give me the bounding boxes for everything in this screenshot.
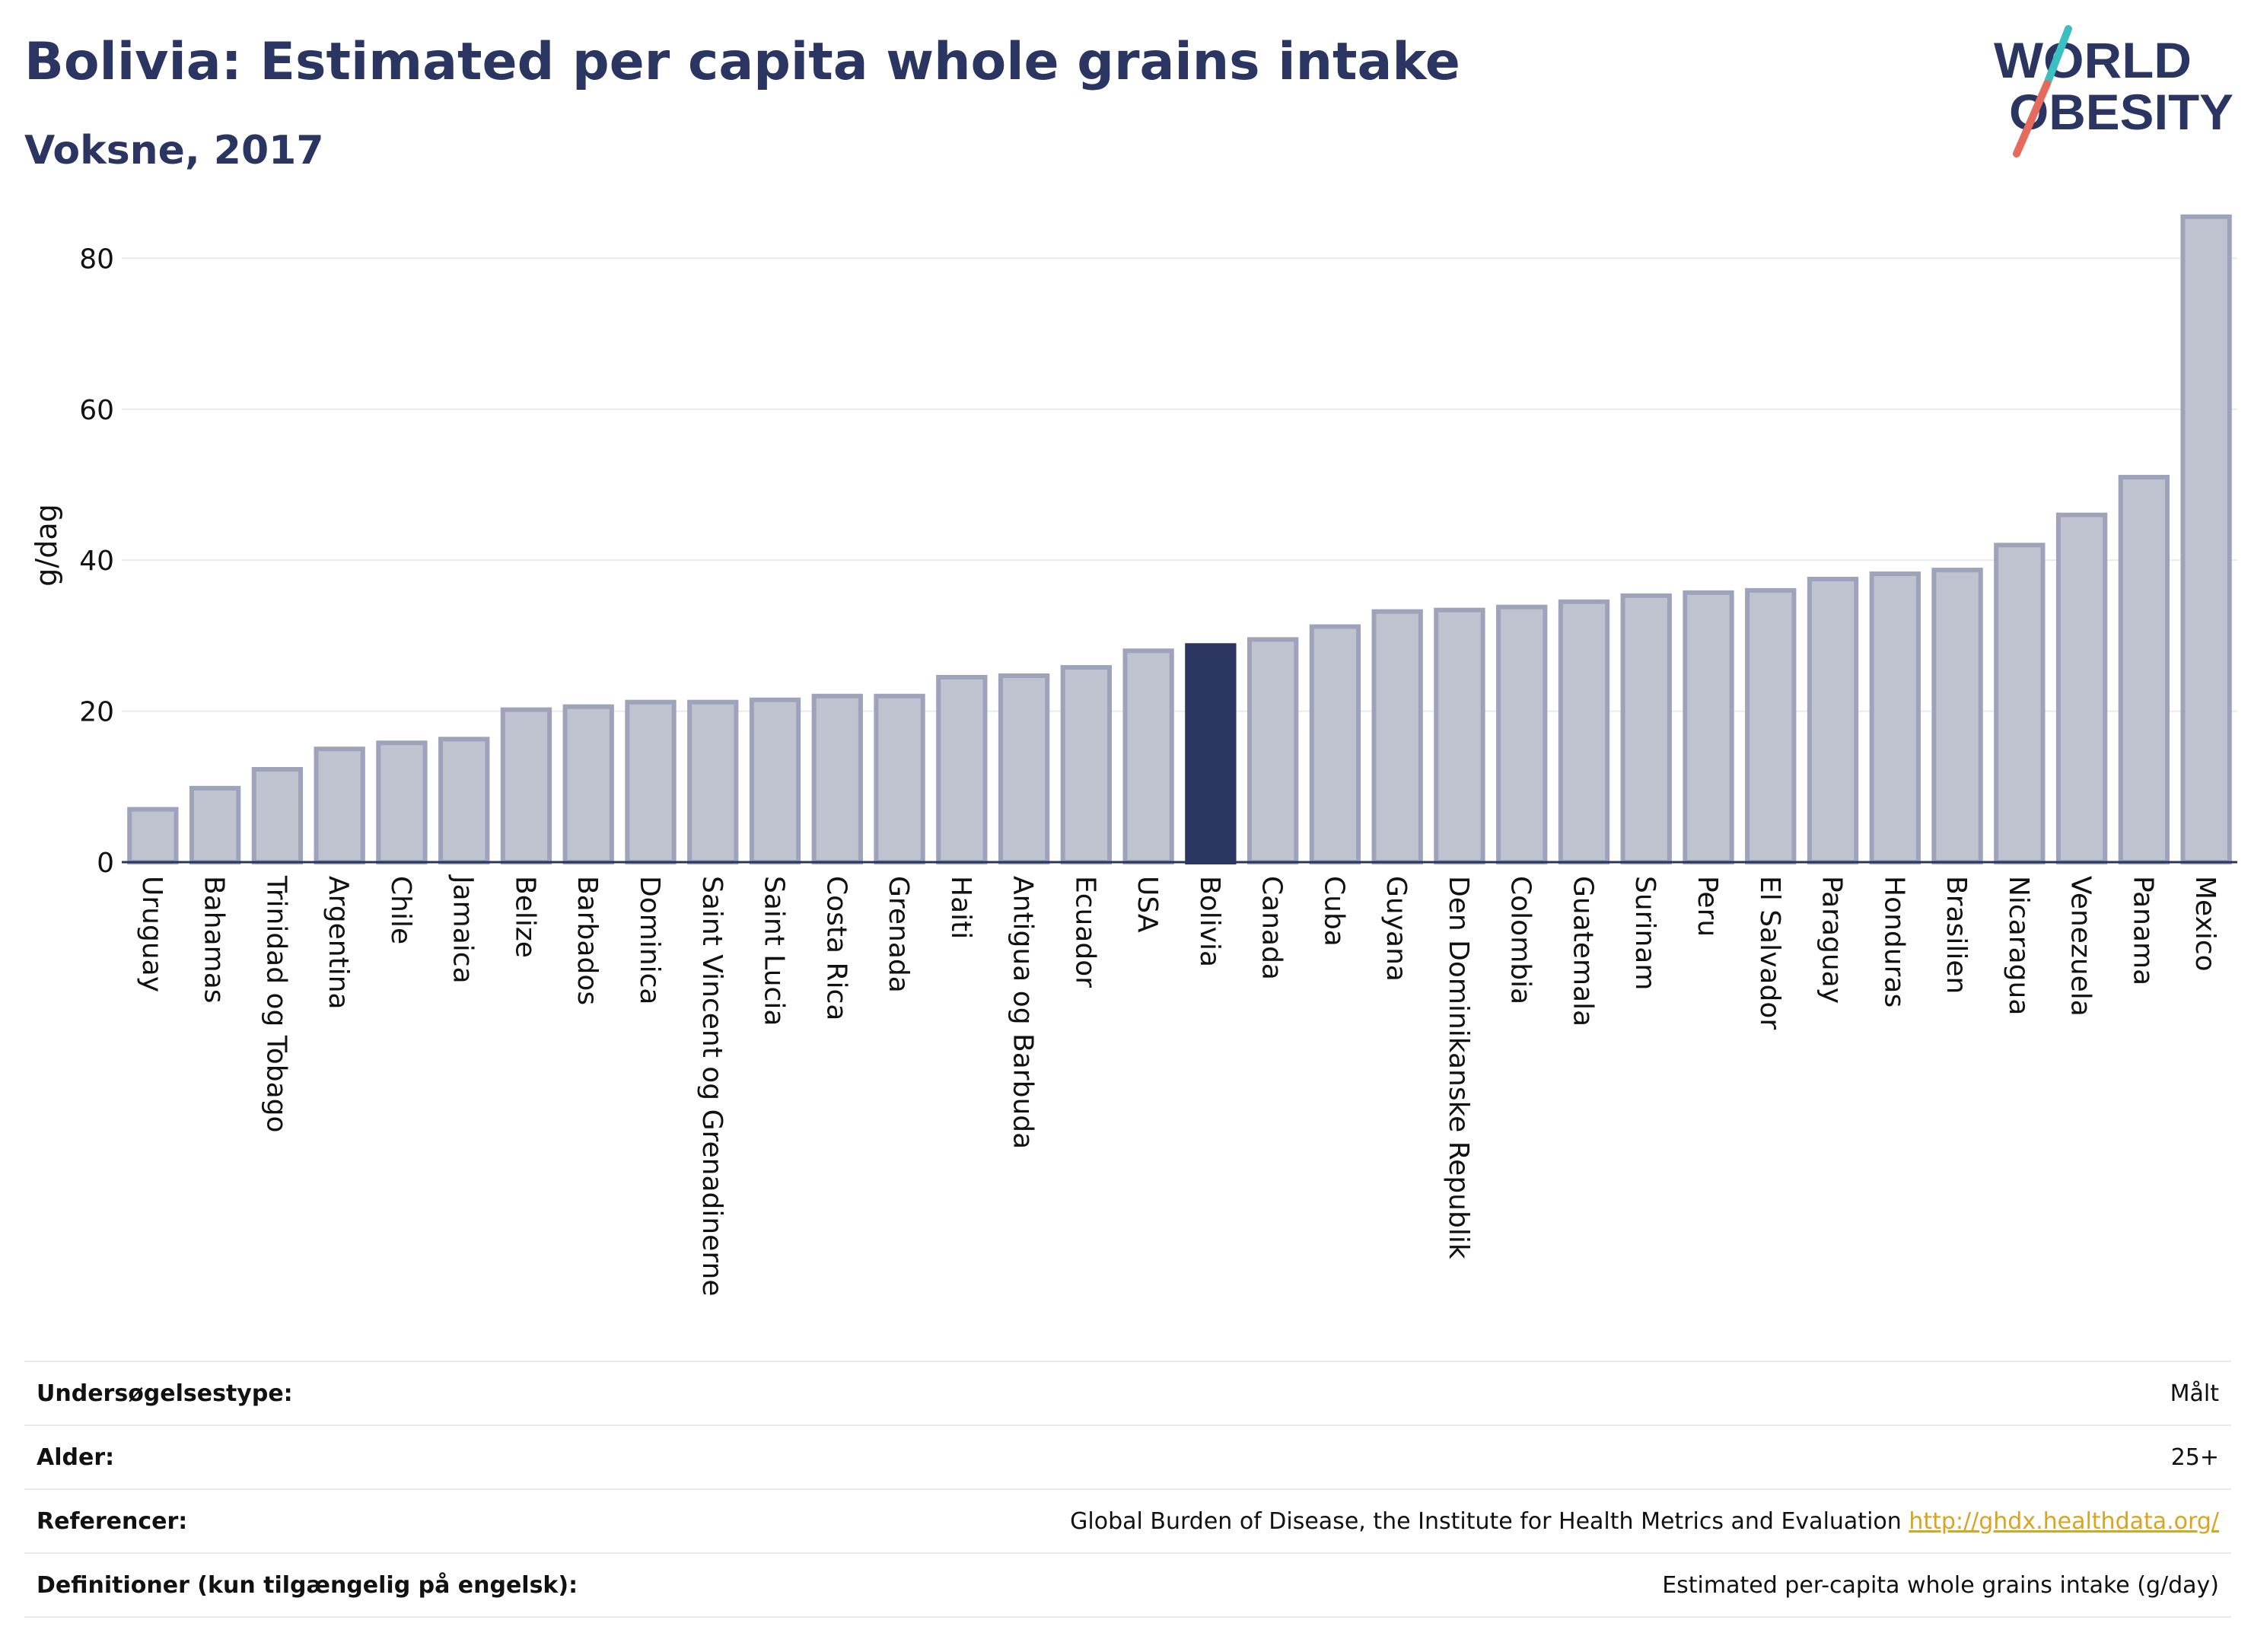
y-tick-label: 20 <box>79 697 114 728</box>
logo-text-world: WORLD <box>1994 32 2192 88</box>
page-subtitle: Voksne, 2017 <box>24 128 324 173</box>
metadata-value: Estimated per-capita whole grains intake… <box>1662 1571 2219 1599</box>
x-tick-label: Honduras <box>1878 876 1909 1007</box>
bar-saint-lucia <box>749 697 801 864</box>
logo-slash-top <box>2043 25 2072 88</box>
x-tick-label: USA <box>1132 876 1163 933</box>
y-axis-label: g/dag <box>30 504 63 586</box>
bar-dominica <box>625 699 677 864</box>
bar-honduras <box>1869 571 1921 864</box>
metadata-row: Definitioner (kun tilgængelig på engelsk… <box>24 1554 2231 1618</box>
bar-canada <box>1246 637 1299 865</box>
bar-guatemala <box>1558 599 1610 864</box>
x-tick-label: Ecuador <box>1069 876 1100 988</box>
bar-cuba <box>1309 624 1361 864</box>
x-tick-label: Barbados <box>572 876 603 1005</box>
metadata-key: Alder: <box>37 1444 115 1471</box>
x-tick-label: Costa Rica <box>820 876 852 1020</box>
x-tick-label: Surinam <box>1629 876 1660 990</box>
x-tick-label: Belize <box>509 876 540 958</box>
x-tick-label: Saint Lucia <box>759 876 790 1026</box>
x-tick-label: Chile <box>385 876 416 944</box>
bar-peru <box>1683 590 1734 864</box>
x-tick-label: Bolivia <box>1194 876 1225 967</box>
x-tick-label: Cuba <box>1318 876 1349 947</box>
x-tick-label: Venezuela <box>2065 876 2097 1017</box>
y-tick-label: 80 <box>79 244 114 275</box>
bar-uruguay <box>127 807 179 864</box>
metadata-value: 25+ <box>2170 1444 2219 1471</box>
metadata-row: Alder: 25+ <box>24 1426 2231 1490</box>
metadata-row: Undersøgelsestype: Målt <box>24 1362 2231 1426</box>
bar-usa <box>1122 648 1174 865</box>
y-tick-label: 40 <box>79 546 114 577</box>
bar-colombia <box>1496 604 1548 865</box>
x-tick-label: Uruguay <box>136 876 167 992</box>
bar-mexico <box>2180 214 2232 864</box>
world-obesity-logo: WORLD OBESITY <box>1994 25 2233 158</box>
metadata-value: Målt <box>2170 1380 2219 1407</box>
metadata-row: Referencer: Global Burden of Disease, the… <box>24 1490 2231 1554</box>
x-tick-label: Haiti <box>945 876 976 939</box>
logo-slash-bottom <box>2013 80 2051 158</box>
x-tick-label: Paraguay <box>1816 876 1848 1004</box>
bar-argentina <box>314 746 365 864</box>
page-title: Bolivia: Estimated per capita whole grai… <box>24 32 1460 92</box>
bar-chile <box>376 740 428 865</box>
bar-bolivia <box>1185 643 1237 864</box>
x-tick-label: Peru <box>1692 876 1723 937</box>
x-tick-label: Trinidad og Tobago <box>260 875 291 1133</box>
bar-el-salvador <box>1745 587 1797 864</box>
y-tick-label: 0 <box>97 848 114 879</box>
x-tick-label: Den Dominikanske Republik <box>1443 876 1474 1259</box>
metadata-key: Definitioner (kun tilgængelig på engelsk… <box>37 1571 578 1599</box>
x-tick-label: Saint Vincent og Grenadinerne <box>696 876 728 1296</box>
x-tick-label: Mexico <box>2189 876 2221 972</box>
bar-antigua-og-barbuda <box>998 673 1050 865</box>
bar-panama <box>2118 475 2170 864</box>
x-tick-label: Grenada <box>883 876 914 993</box>
metadata-key: Undersøgelsestype: <box>37 1380 293 1407</box>
x-tick-label: Brasilien <box>1941 876 1972 994</box>
bar-chart: 0 20 40 60 80 g/dag Uruguay Bahamas Trinidad og … <box>30 214 2237 1296</box>
bar-nicaragua <box>1994 543 2046 864</box>
x-tick-label: El Salvador <box>1754 876 1785 1030</box>
x-tick-label: Dominica <box>634 876 665 1005</box>
x-tick-label: Bahamas <box>199 876 230 1004</box>
bar-haiti <box>936 674 988 864</box>
metadata-key: Referencer: <box>37 1507 188 1535</box>
bar-costa-rica <box>811 693 863 864</box>
bar-belize <box>500 707 552 864</box>
bar-ecuador <box>1060 665 1113 864</box>
x-tick-label: Colombia <box>1505 876 1536 1004</box>
bar-jamaica <box>438 737 490 864</box>
bar-barbados <box>562 704 614 864</box>
bar-bahamas <box>189 785 241 864</box>
reference-link[interactable]: http://ghdx.healthdata.org/ <box>1909 1507 2219 1535</box>
x-tick-label: Guyana <box>1380 876 1412 982</box>
bar-guyana <box>1371 609 1423 865</box>
x-tick-label: Argentina <box>323 876 354 1010</box>
bar-paraguay <box>1807 576 1859 865</box>
bar-grenada <box>874 693 925 864</box>
metadata-table: Undersøgelsestype: Målt Alder: 25+ Reference… <box>24 1361 2231 1618</box>
bar-trinidad-og-tobago <box>251 766 304 864</box>
metadata-value: Global Burden of Disease, the Institute … <box>1070 1507 2219 1535</box>
bar-den-dominikanske-republik <box>1434 607 1485 864</box>
bar-venezuela <box>2055 512 2108 865</box>
x-tick-label: Antigua og Barbuda <box>1008 876 1039 1149</box>
x-tick-label: Panama <box>2127 876 2158 985</box>
bar-brasilien <box>1931 568 1983 865</box>
bar-saint-vincent-og-grenadinerne <box>687 699 739 864</box>
x-tick-label: Nicaragua <box>2003 876 2034 1015</box>
x-tick-label: Canada <box>1256 876 1288 980</box>
x-tick-label: Jamaica <box>447 874 479 984</box>
x-tick-label: Guatemala <box>1567 876 1598 1027</box>
y-tick-label: 60 <box>79 395 114 426</box>
bar-surinam <box>1620 593 1672 865</box>
